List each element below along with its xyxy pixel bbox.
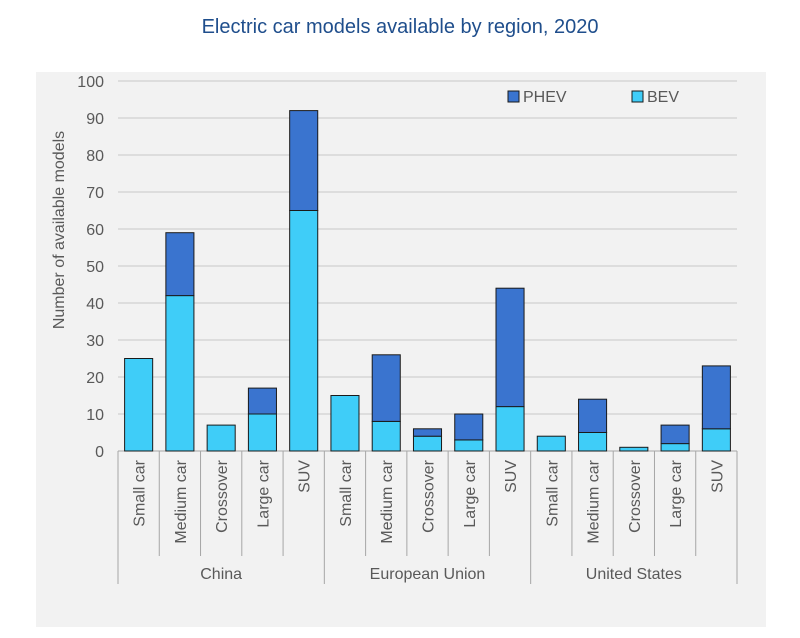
bar-phev	[165, 232, 195, 297]
x-tick-label: Crossover	[214, 459, 231, 533]
bar-bev	[454, 439, 484, 452]
x-tick-label: Medium car	[173, 459, 190, 543]
bar-phev	[495, 287, 525, 408]
bars	[124, 110, 731, 452]
legend-label-phev: PHEV	[523, 89, 567, 106]
bar-bev	[660, 443, 690, 452]
bar-phev	[578, 398, 608, 434]
bar-bev	[289, 210, 319, 452]
bar-phev	[371, 354, 401, 422]
bar-phev	[454, 413, 484, 441]
bar-phev	[247, 387, 277, 415]
gridlines	[118, 80, 737, 452]
bar-bev	[206, 424, 236, 452]
legend: PHEV BEV	[507, 89, 679, 106]
x-tick-label: SUV	[297, 460, 314, 493]
y-tick-label: 60	[86, 222, 104, 239]
bar-bev	[578, 432, 608, 452]
x-tick-label: Small car	[544, 459, 561, 526]
legend-swatch-phev	[507, 90, 520, 103]
y-tick-label: 30	[86, 333, 104, 350]
y-tick-label: 10	[86, 407, 104, 424]
bar-bev	[330, 395, 360, 452]
bar-bev	[536, 435, 566, 452]
y-tick-label: 20	[86, 370, 104, 387]
bar-phev	[412, 428, 443, 437]
x-tick-label: Medium car	[586, 459, 603, 543]
y-tick-label: 0	[95, 444, 104, 461]
bar-phev	[701, 365, 731, 430]
bar-bev	[124, 358, 154, 452]
x-tick-label: Small car	[338, 459, 355, 526]
chart-background	[36, 72, 766, 627]
bar-bev	[165, 295, 195, 452]
x-axis: Small car Medium car Crossover Large car SUV…	[117, 451, 738, 584]
legend-swatch-bev	[631, 90, 644, 103]
bar-bev	[619, 446, 649, 452]
bar-bev	[701, 428, 731, 452]
group-label: European Union	[370, 566, 486, 583]
y-tick-label: 40	[86, 296, 104, 313]
x-tick-label: Small car	[132, 459, 149, 526]
group-label: United States	[586, 566, 682, 583]
legend-label-bev: BEV	[647, 89, 679, 106]
y-tick-label: 70	[86, 185, 104, 202]
bar-bev	[495, 406, 525, 452]
y-tick-label: 80	[86, 148, 104, 165]
group-label: China	[200, 566, 242, 583]
bar-phev	[289, 110, 319, 211]
x-tick-label: Large car	[668, 459, 685, 527]
x-tick-label: Crossover	[421, 459, 438, 533]
y-axis-label: Number of available models	[51, 131, 68, 329]
y-tick-label: 100	[77, 74, 104, 91]
y-tick-label: 90	[86, 111, 104, 128]
x-tick-label: Medium car	[379, 459, 396, 543]
chart-title: Electric car models available by region,…	[201, 16, 599, 38]
x-tick-label: SUV	[709, 460, 726, 493]
bar-bev	[371, 420, 401, 452]
x-tick-label: Crossover	[627, 459, 644, 533]
bar-phev	[660, 424, 690, 445]
x-tick-label: SUV	[503, 460, 520, 493]
bar-bev	[412, 435, 443, 452]
y-axis-ticks: 0 10 20 30 40 50 60 70 80 90 100	[77, 74, 104, 461]
y-tick-label: 50	[86, 259, 104, 276]
x-tick-label: Large car	[255, 459, 272, 527]
x-tick-label: Large car	[462, 459, 479, 527]
bar-bev	[247, 413, 277, 452]
